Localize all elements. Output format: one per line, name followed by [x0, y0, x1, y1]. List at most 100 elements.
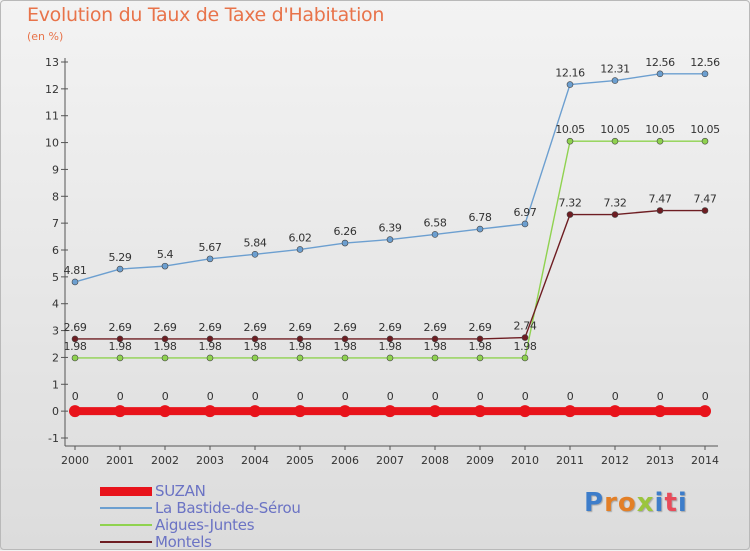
data-label: 2.69	[109, 321, 132, 334]
data-point	[341, 335, 349, 343]
data-label: 2.69	[379, 321, 402, 334]
data-label: 5.29	[109, 251, 132, 264]
logo-letter: i	[654, 488, 665, 518]
data-label: 0	[342, 390, 349, 403]
data-label: 2.69	[334, 321, 357, 334]
data-label: 1.98	[154, 340, 177, 353]
data-point	[386, 335, 394, 343]
data-label: 6.78	[469, 211, 492, 224]
y-tick-label: 11	[45, 110, 59, 123]
data-label: 10.05	[600, 123, 630, 136]
chart-title: Evolution du Taux de Taxe d'Habitation	[27, 4, 385, 26]
data-label: 7.32	[559, 197, 582, 210]
data-point	[701, 137, 709, 145]
data-point	[656, 137, 664, 145]
data-point	[609, 405, 621, 418]
data-point	[71, 335, 79, 343]
y-tick-label: 0	[52, 405, 59, 418]
data-label: 2.69	[469, 321, 492, 334]
data-label: 0	[252, 390, 259, 403]
logo-letter: o	[617, 488, 637, 518]
data-label: 6.58	[424, 216, 447, 229]
data-label: 12.56	[645, 56, 675, 69]
data-label: 10.05	[690, 123, 720, 136]
data-point	[116, 335, 124, 343]
data-label: 0	[162, 390, 169, 403]
x-tick-label: 2013	[646, 454, 674, 467]
data-point	[341, 239, 349, 247]
data-point	[611, 137, 619, 145]
data-label: 1.98	[469, 340, 492, 353]
data-label: 1.98	[109, 340, 132, 353]
x-tick-label: 2012	[601, 454, 629, 467]
data-point	[386, 354, 394, 362]
data-label: 2.69	[424, 321, 447, 334]
data-label: 10.05	[645, 123, 675, 136]
data-point	[204, 405, 216, 418]
y-tick-label: 5	[52, 271, 59, 284]
logo-letter: P	[584, 488, 605, 518]
data-point	[566, 211, 574, 218]
data-point	[296, 246, 304, 253]
data-label: 7.47	[649, 193, 672, 206]
data-label: 1.98	[64, 340, 87, 353]
data-label: 1.98	[289, 340, 312, 353]
data-point	[116, 354, 124, 362]
data-label: 0	[567, 390, 574, 403]
data-label: 12.56	[690, 56, 720, 69]
data-point	[294, 405, 306, 418]
x-tick-label: 2005	[286, 454, 314, 467]
data-point	[251, 250, 259, 258]
data-label: 0	[612, 390, 619, 403]
data-point	[114, 405, 126, 418]
data-label: 12.31	[600, 63, 630, 76]
data-label: 5.4	[157, 248, 174, 261]
data-point	[699, 405, 711, 418]
y-tick-label: 2	[52, 351, 59, 364]
y-tick-label: 1	[52, 378, 59, 391]
data-point	[476, 225, 484, 233]
data-point	[251, 354, 259, 362]
data-point	[611, 77, 619, 84]
y-tick-label: 3	[52, 325, 59, 338]
data-point	[474, 405, 486, 418]
logo-letter: r	[604, 488, 618, 518]
legend-swatch	[100, 507, 152, 509]
data-label: 2.74	[514, 320, 537, 333]
logo-letter: x	[636, 488, 655, 518]
data-label: 5.67	[199, 241, 222, 254]
data-point	[206, 354, 214, 362]
data-label: 1.98	[424, 340, 447, 353]
data-point	[431, 231, 439, 238]
data-point	[339, 405, 351, 418]
data-point	[296, 335, 304, 343]
data-label: 1.98	[379, 340, 402, 353]
data-point	[71, 278, 79, 286]
data-point	[206, 335, 214, 343]
legend-swatch	[100, 541, 152, 543]
data-point	[206, 255, 214, 263]
x-tick-label: 2000	[61, 454, 89, 467]
data-label: 0	[657, 390, 664, 403]
data-point	[431, 354, 439, 362]
x-tick-label: 2009	[466, 454, 494, 467]
data-point	[341, 354, 349, 362]
data-label: 2.69	[64, 321, 87, 334]
data-point	[249, 405, 261, 418]
data-label: 2.69	[289, 321, 312, 334]
y-tick-label: 6	[52, 244, 59, 257]
logo-letter: i	[677, 488, 688, 518]
data-label: 1.98	[514, 340, 537, 353]
x-tick-label: 2006	[331, 454, 359, 467]
data-point	[656, 207, 664, 214]
data-label: 7.32	[604, 197, 627, 210]
legend-label: SUZAN	[155, 482, 206, 500]
data-label: 2.69	[244, 321, 267, 334]
y-tick-label: 7	[52, 217, 59, 230]
data-label: 7.47	[694, 193, 717, 206]
data-point	[521, 354, 529, 362]
data-point	[656, 70, 664, 78]
data-point	[611, 211, 619, 218]
data-point	[431, 335, 439, 343]
